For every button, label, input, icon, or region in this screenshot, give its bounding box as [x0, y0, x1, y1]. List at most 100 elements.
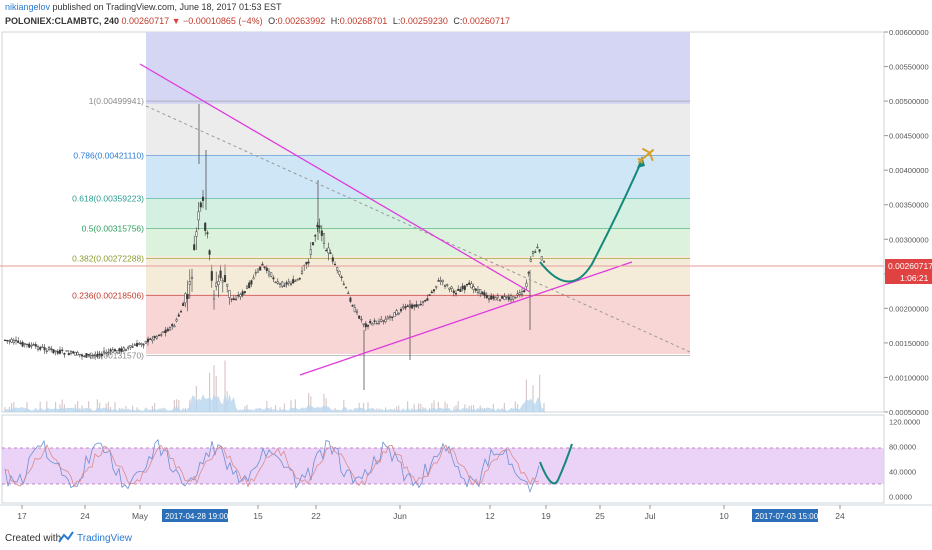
- candle-body: [252, 277, 255, 280]
- descending-trendline[interactable]: [139, 63, 531, 293]
- fib-zone-2: [146, 156, 690, 198]
- candle-body: [479, 289, 482, 294]
- time-axis[interactable]: 17 24 May 15 22 Jun 12 19 25 Jul 10 24: [17, 505, 845, 521]
- volume-bar: [484, 408, 486, 412]
- candle-body: [358, 315, 361, 319]
- candle-body: [452, 290, 455, 293]
- candle-body: [263, 266, 266, 269]
- candle-body: [204, 222, 207, 231]
- candle-body: [276, 281, 279, 284]
- candle-body: [102, 350, 106, 354]
- volume-bar: [63, 404, 65, 412]
- candle-body: [3, 339, 7, 342]
- volume-bar: [226, 391, 228, 412]
- candle-body: [382, 320, 385, 322]
- candle-body: [65, 350, 68, 352]
- candle-body: [19, 342, 22, 345]
- volume-bar: [4, 407, 6, 412]
- candle-body: [380, 319, 383, 322]
- candle-body: [164, 329, 167, 334]
- candle-body: [307, 261, 310, 264]
- legend-line: POLONIEX:CLAMBTC, 240 0.00260717 ▼ −0.00…: [5, 16, 510, 26]
- candle-body: [201, 196, 205, 201]
- fib-level-label: 1(0.00499941): [89, 96, 144, 106]
- fib-level-label: 0.382(0.00272288): [72, 253, 144, 263]
- candle-body: [311, 242, 315, 246]
- chart-canvas[interactable]: 1(0.00499941) 0.786(0.00421110) 0.618(0.00…: [0, 30, 932, 526]
- candle-body: [498, 299, 502, 301]
- ascending-trendline[interactable]: [299, 261, 633, 376]
- volume-bar: [398, 405, 400, 412]
- volume-bars: [4, 360, 545, 412]
- volume-bar: [136, 407, 138, 412]
- oscillator-tick-label: 80.0000: [889, 442, 916, 451]
- price-tick-label: 0.00600000: [889, 30, 929, 37]
- candle-body: [529, 259, 532, 262]
- tradingview-brand-link[interactable]: TradingView: [77, 533, 133, 544]
- volume-bar: [325, 398, 327, 412]
- candle-body: [61, 349, 64, 351]
- candle-body: [149, 338, 152, 340]
- time-tick-label: 24: [80, 511, 90, 521]
- candle-body: [155, 336, 158, 339]
- candle-body: [228, 290, 231, 298]
- volume-bar: [195, 386, 197, 412]
- price-change: −0.00010865 (−4%): [183, 16, 263, 26]
- volume-bar: [468, 405, 470, 412]
- volume-bar: [501, 408, 503, 412]
- volume-bar: [114, 402, 116, 412]
- candle-body: [138, 342, 141, 345]
- candle-body: [67, 353, 70, 356]
- candle-body: [230, 298, 233, 300]
- candle-body: [144, 340, 147, 344]
- price-axis[interactable]: 0.00600000 0.00550000 0.00500000 0.00450000…: [883, 30, 929, 417]
- fib-zones: [146, 32, 690, 354]
- candle-body: [254, 272, 257, 274]
- fib-zone-5: [146, 256, 690, 294]
- time-tick-label: 12: [485, 511, 495, 521]
- volume-bar: [88, 401, 90, 412]
- candle-body: [298, 278, 301, 280]
- candle-body: [243, 291, 246, 294]
- volume-bar: [151, 405, 153, 412]
- oscillator-axis[interactable]: 120.0000 80.0000 40.0000 0.0000: [883, 415, 920, 503]
- candle-body: [505, 296, 508, 298]
- volume-bar: [13, 402, 15, 412]
- candle-body: [509, 295, 513, 301]
- volume-bar: [446, 403, 448, 412]
- candle-body: [388, 316, 392, 318]
- candle-body: [487, 298, 491, 300]
- time-tick-label: 15: [253, 511, 263, 521]
- volume-bar: [118, 408, 120, 412]
- candle-body: [39, 347, 42, 350]
- volume-bar: [532, 385, 534, 412]
- candle-body: [83, 355, 86, 357]
- candle-body: [485, 294, 488, 299]
- time-tick-label: Jul: [645, 511, 656, 521]
- down-arrow-icon: ▼: [171, 16, 181, 26]
- volume-bar: [473, 404, 475, 412]
- candle-body: [100, 353, 103, 357]
- time-tick-label: 25: [595, 511, 605, 521]
- candle-body: [531, 251, 535, 254]
- candle-body: [56, 351, 59, 354]
- volume-bar: [418, 403, 420, 412]
- candle-body: [32, 344, 35, 346]
- volume-bar: [363, 402, 365, 412]
- author-link[interactable]: nikiangelov: [5, 2, 51, 12]
- candle-body: [171, 324, 174, 327]
- volume-bar: [464, 404, 466, 412]
- time-tick-label: 19: [541, 511, 551, 521]
- candle-body: [305, 262, 308, 265]
- created-with-text: Created with: [5, 533, 62, 544]
- candle-body: [375, 322, 378, 325]
- candle-body: [124, 348, 128, 352]
- candle-body: [34, 344, 37, 347]
- candle-body: [426, 298, 429, 301]
- candle-body: [419, 303, 422, 306]
- candle-body: [208, 250, 211, 255]
- footer: Created with TradingView: [0, 526, 932, 550]
- candle-body: [63, 353, 66, 355]
- volume-bar: [105, 403, 107, 412]
- volume-bar: [125, 405, 127, 412]
